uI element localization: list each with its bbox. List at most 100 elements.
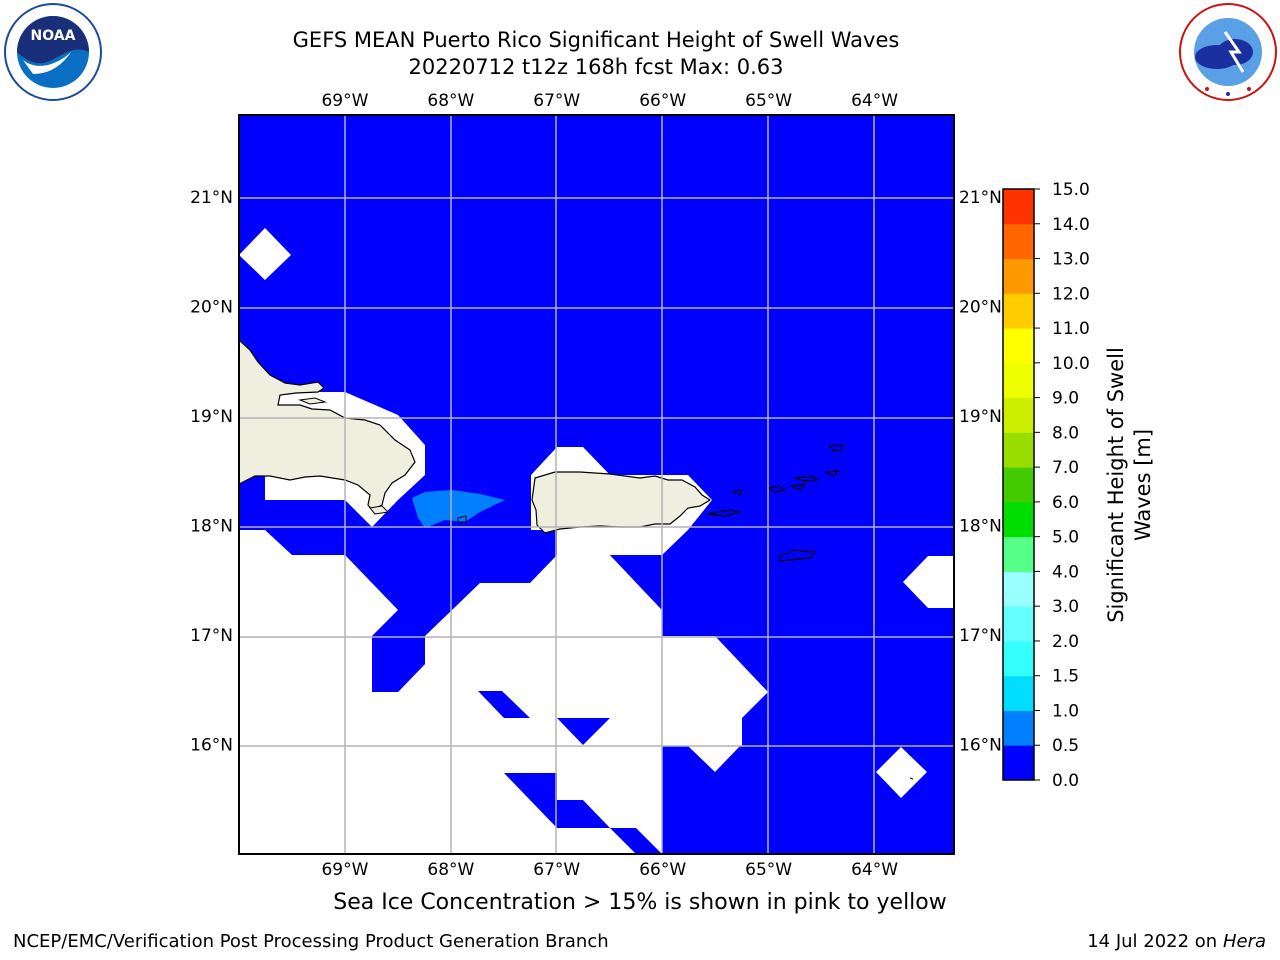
- no-data-region: [876, 747, 927, 798]
- lat-tick-label: 21°N: [190, 188, 233, 208]
- lon-tick-label: 65°W: [745, 860, 792, 880]
- land-hispaniola: [239, 339, 416, 511]
- land-vieques: [706, 509, 741, 517]
- lat-tick-label: 18°N: [190, 517, 233, 537]
- lon-labels-bottom: 69°W 68°W 67°W 66°W 65°W 64°W: [321, 860, 898, 880]
- footer-date: 14 Jul 2022 on Hera: [1087, 931, 1266, 952]
- lon-tick-label: 64°W: [851, 860, 898, 880]
- colorbar-tick-label: 11.0: [1052, 319, 1090, 339]
- sea-ice-caption: Sea Ice Concentration > 15% is shown in …: [333, 890, 947, 915]
- colorbar-bin: [1003, 536, 1034, 572]
- colorbar-title-line2: Waves [m]: [1131, 429, 1155, 541]
- land-tortola: [794, 475, 820, 482]
- lat-tick-label: 16°N: [959, 736, 1002, 756]
- colorbar-bin: [1003, 362, 1034, 399]
- no-data-region: [239, 228, 291, 280]
- colorbar-tick-label: 2.0: [1052, 632, 1079, 652]
- colorbar-title-line1: Significant Height of Swell: [1104, 347, 1128, 623]
- land-anegada: [828, 444, 843, 452]
- lat-tick-label: 18°N: [959, 517, 1002, 537]
- lon-tick-label: 66°W: [639, 91, 686, 111]
- no-data-region: [903, 556, 954, 608]
- land-tortuga: [298, 397, 327, 405]
- colorbar-bin: [1003, 710, 1034, 746]
- land-small-isle: [909, 777, 914, 780]
- colorbar-bin: [1003, 328, 1034, 364]
- ocean-patch: [610, 555, 662, 610]
- colorbar-bin: [1003, 223, 1034, 260]
- ocean-patch: [372, 636, 425, 692]
- no-data-region: [688, 746, 740, 772]
- colorbar-tick-label: 14.0: [1052, 215, 1090, 235]
- colorbar-tick-label: 3.0: [1052, 597, 1079, 617]
- lon-tick-label: 68°W: [427, 91, 474, 111]
- land-st-croix: [779, 549, 817, 562]
- lon-tick-label: 69°W: [321, 860, 368, 880]
- footer-credit: NCEP/EMC/Verification Post Processing Pr…: [13, 931, 609, 952]
- footer-host: Hera: [1222, 931, 1266, 952]
- colorbar-bin: [1003, 675, 1034, 711]
- lat-labels-right: 21°N 20°N 19°N 18°N 17°N 16°N: [959, 188, 1002, 755]
- colorbar-bin: [1003, 467, 1034, 503]
- land-puerto-rico: [531, 471, 712, 534]
- map-panel: [239, 115, 954, 854]
- lat-tick-label: 20°N: [959, 298, 1002, 318]
- colorbar-bin: [1003, 571, 1034, 607]
- colorbar-tick-label: 9.0: [1052, 389, 1079, 409]
- lat-tick-label: 21°N: [959, 188, 1002, 208]
- lon-tick-label: 67°W: [533, 91, 580, 111]
- colorbar-bin: [1003, 293, 1034, 329]
- noaa-logo: NOAA: [4, 3, 102, 101]
- colorbar-bin: [1003, 745, 1034, 781]
- colorbar-bin: [1003, 189, 1034, 225]
- colorbar-tick-label: 7.0: [1052, 458, 1079, 478]
- colorbar-bin: [1003, 640, 1034, 677]
- lon-tick-label: 65°W: [745, 91, 792, 111]
- lon-tick-label: 69°W: [321, 91, 368, 111]
- ocean-patch: [557, 718, 610, 745]
- land-virgin-gorda: [823, 470, 840, 477]
- colorbar-tick-label: 10.0: [1052, 354, 1090, 374]
- colorbar-labels: 0.0 0.5 1.0 1.5 2.0 3.0 4.0 5.0 6.0 7.0 8.0 9.0 10.0…: [1034, 180, 1090, 791]
- colorbar-bin: [1003, 397, 1034, 433]
- lat-tick-label: 19°N: [959, 407, 1002, 427]
- lat-labels-left: 21°N 20°N 19°N 18°N 17°N 16°N: [190, 188, 233, 755]
- colorbar-tick-label: 8.0: [1052, 423, 1079, 443]
- colorbar-frame: [1002, 188, 1035, 781]
- land-culebra: [730, 489, 743, 496]
- lat-tick-label: 19°N: [190, 407, 233, 427]
- colorbar-tick-label: 1.0: [1052, 701, 1079, 721]
- land-mona: [457, 515, 467, 523]
- ocean-patch: [504, 773, 610, 828]
- map-frame: [238, 114, 955, 855]
- ocean-patch: [610, 828, 662, 854]
- land-st-john: [790, 483, 807, 491]
- lon-tick-label: 68°W: [427, 860, 474, 880]
- colorbar-tick-label: 0.0: [1052, 771, 1079, 791]
- land-saona: [369, 505, 390, 515]
- lat-tick-label: 17°N: [959, 626, 1002, 646]
- noaa-logo-text: NOAA: [31, 28, 76, 44]
- nws-logo: [1179, 3, 1277, 101]
- colorbar-bin: [1003, 501, 1034, 538]
- map-title: GEFS MEAN Puerto Rico Significant Height…: [292, 28, 900, 52]
- lon-tick-label: 67°W: [533, 860, 580, 880]
- lat-tick-label: 17°N: [190, 626, 233, 646]
- colorbar-tick-label: 4.0: [1052, 562, 1079, 582]
- colorbar-bin: [1003, 258, 1034, 294]
- colorbar-tick-label: 15.0: [1052, 180, 1090, 200]
- ocean-patch: [478, 691, 530, 718]
- colorbar-tick-label: 6.0: [1052, 493, 1079, 513]
- land-st-thomas: [766, 485, 787, 493]
- colorbar-tick-label: 12.0: [1052, 284, 1090, 304]
- map-subtitle: 20220712 t12z 168h fcst Max: 0.63: [408, 55, 784, 79]
- colorbar-tick-label: 13.0: [1052, 250, 1090, 270]
- no-data-region: [239, 447, 768, 854]
- colorbar: [1003, 189, 1034, 781]
- colorbar-tick-label: 1.5: [1052, 667, 1079, 687]
- lon-tick-label: 66°W: [639, 860, 686, 880]
- footer-date-text: 14 Jul 2022 on: [1087, 931, 1223, 952]
- lon-tick-label: 64°W: [851, 91, 898, 111]
- colorbar-tick-label: 0.5: [1052, 736, 1079, 756]
